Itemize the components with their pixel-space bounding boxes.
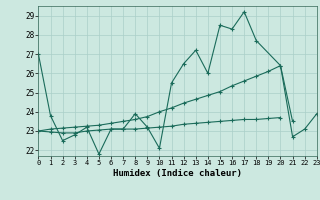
- X-axis label: Humidex (Indice chaleur): Humidex (Indice chaleur): [113, 169, 242, 178]
